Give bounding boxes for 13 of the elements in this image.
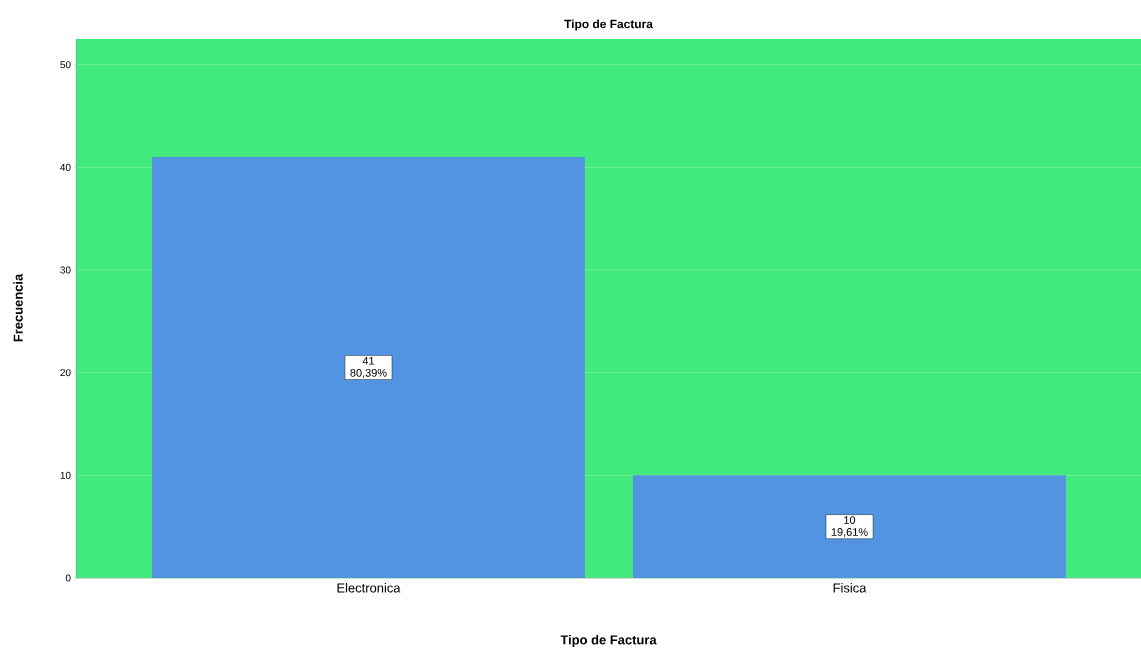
y-tick-label: 30 <box>60 266 71 274</box>
y-tick-label: 0 <box>65 574 71 582</box>
data-label: 10 19,61% <box>831 516 868 538</box>
y-tick-label: 40 <box>60 163 71 171</box>
x-tick-label: Electronica <box>337 583 401 593</box>
y-tick-label: 20 <box>60 369 71 377</box>
y-axis-title: Frecuencia <box>13 273 23 342</box>
chart-title: Tipo de Factura <box>564 19 653 31</box>
x-tick-label: Fisica <box>833 583 867 593</box>
y-tick-label: 10 <box>60 471 71 479</box>
x-axis-title: Tipo de Factura <box>560 634 657 648</box>
y-tick-label: 50 <box>60 61 71 69</box>
data-label: 41 80,39% <box>350 357 387 378</box>
